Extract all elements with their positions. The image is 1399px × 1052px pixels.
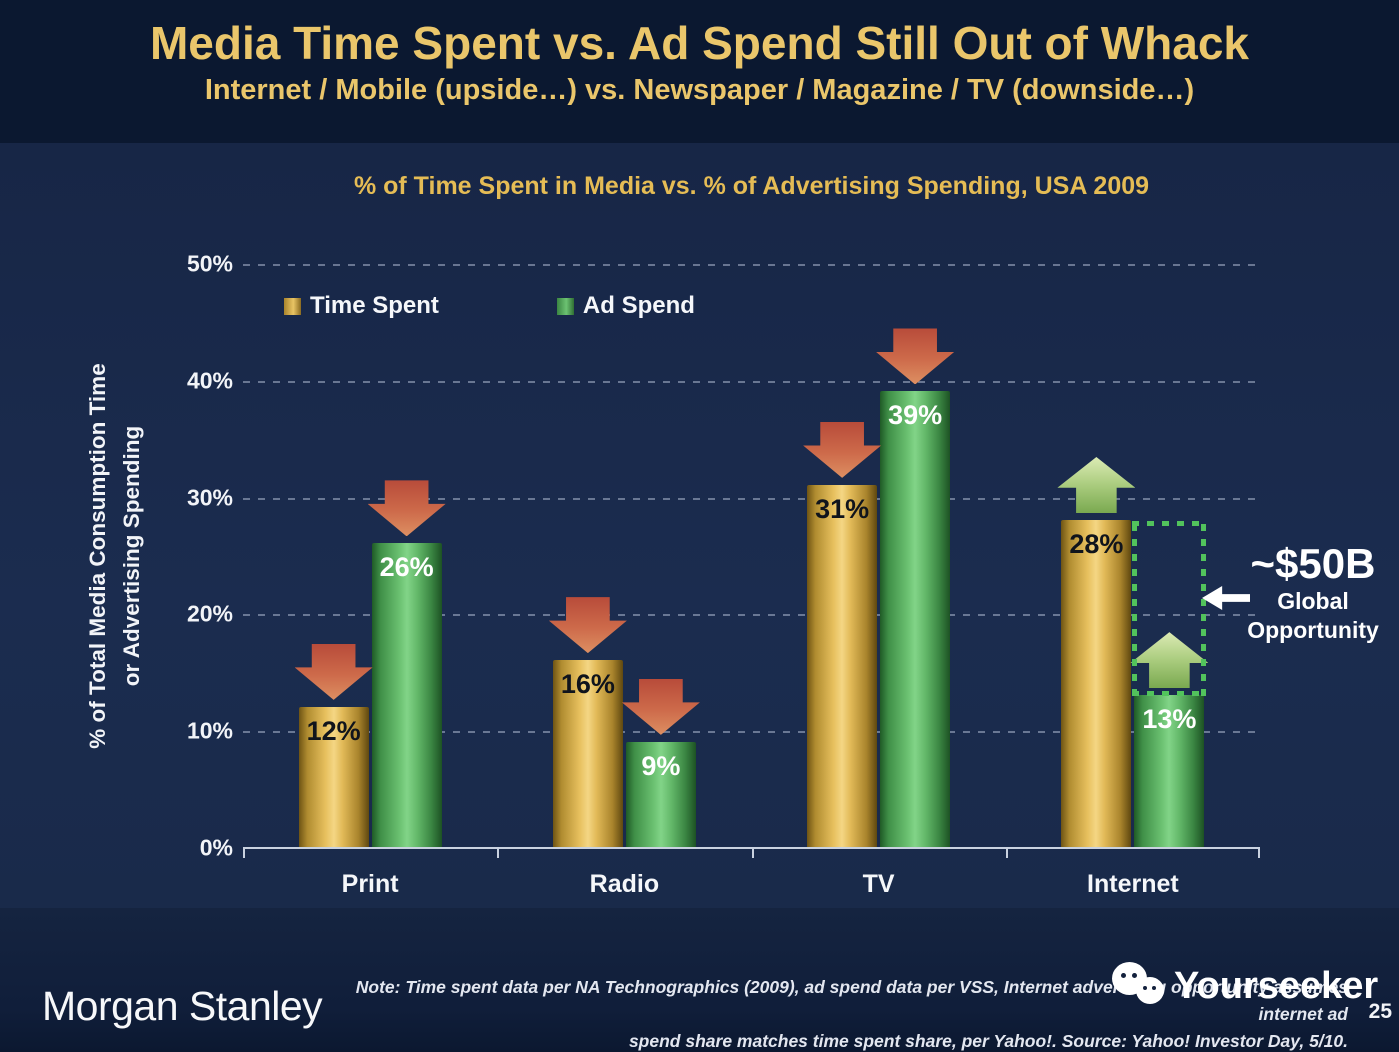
footnote-line2: spend share matches time spent share, pe… xyxy=(628,1031,1348,1051)
opportunity-label-line1: Global xyxy=(1277,588,1349,614)
y-tick-label-30: 30% xyxy=(186,484,233,511)
gridline-20 xyxy=(243,614,1260,617)
plot-area: 0% 10% 20% 30% 40% 50% 12% 26% Print 16% 9% Radio 31… xyxy=(187,251,1260,898)
bar-value-label: 39% xyxy=(888,400,943,431)
watermark-text: Yourseeker xyxy=(1174,964,1379,1007)
y-tick-label-20: 20% xyxy=(186,600,233,627)
x-axis-tick xyxy=(497,849,500,858)
opportunity-value: ~$50B xyxy=(1250,540,1376,587)
y-tick-label-40: 40% xyxy=(186,367,233,394)
footer-band xyxy=(0,908,1399,1052)
x-axis-tick xyxy=(751,849,754,858)
bar-ad-spend-tv: 39% xyxy=(880,391,951,847)
bar-value-label: 16% xyxy=(560,669,615,700)
ad-spend-swatch-icon xyxy=(556,297,574,315)
bar-value-label: 28% xyxy=(1069,528,1124,559)
legend-item-ad-spend: Ad Spend xyxy=(556,292,695,320)
slide-title: Media Time Spent vs. Ad Spend Still Out … xyxy=(149,17,1250,69)
y-tick-label-10: 10% xyxy=(186,717,233,744)
trend-down-arrow-icon xyxy=(367,480,446,537)
y-axis-title-line1: % of Total Media Consumption Time xyxy=(85,363,110,749)
time-spent-swatch-icon xyxy=(284,297,301,315)
bar-ad-spend-radio: 9% xyxy=(625,741,696,847)
x-axis-tick xyxy=(243,849,245,858)
wechat-icon xyxy=(1112,962,1174,1010)
wechat-small-bubble xyxy=(1136,977,1164,1004)
bar-value-label: 12% xyxy=(306,715,361,746)
bar-ad-spend-print: 26% xyxy=(371,543,442,847)
bar-ad-spend-internet: 13% xyxy=(1134,695,1205,847)
y-axis-title: % of Total Media Consumption Time or Adv… xyxy=(81,363,149,748)
wechat-eye xyxy=(1132,973,1137,978)
category-label-tv: TV xyxy=(862,870,895,898)
bar-time-spent-internet: 28% xyxy=(1061,519,1132,847)
footnote: Note: Time spent data per NA Technograph… xyxy=(300,974,1348,1052)
bar-group-tv: 31% 39% TV xyxy=(752,264,1006,898)
x-axis-tick xyxy=(1258,849,1260,858)
x-axis-tick xyxy=(1005,849,1008,858)
bar-value-label: 13% xyxy=(1142,704,1197,735)
y-tick-label-50: 50% xyxy=(186,250,233,277)
gridline-50 xyxy=(243,264,1260,266)
trend-up-arrow-icon xyxy=(1057,456,1136,513)
bar-value-label: 9% xyxy=(641,750,681,781)
bar-value-label: 26% xyxy=(379,552,434,583)
wechat-eye xyxy=(1143,986,1147,990)
bar-group-radio: 16% 9% Radio xyxy=(497,264,751,898)
bar-time-spent-print: 12% xyxy=(298,706,369,847)
opportunity-dashed-box xyxy=(1132,520,1207,697)
title-band xyxy=(0,0,1399,143)
y-tick-label-0: 0% xyxy=(199,834,233,861)
opportunity-annotation: ~$50B Global Opportunity xyxy=(1232,541,1394,645)
bar-value-label: 31% xyxy=(815,493,870,524)
brand-wordmark: Morgan Stanley xyxy=(42,983,323,1029)
bar-time-spent-tv: 31% xyxy=(807,484,878,847)
trend-down-arrow-icon xyxy=(548,597,627,654)
legend: Time Spent Ad Spend xyxy=(284,292,695,320)
trend-down-arrow-icon xyxy=(294,643,373,700)
legend-label-time-spent: Time Spent xyxy=(310,292,439,319)
gridline-40 xyxy=(243,380,1260,383)
wechat-eye xyxy=(1152,986,1156,990)
legend-item-time-spent: Time Spent xyxy=(284,292,439,320)
bar-time-spent-radio: 16% xyxy=(552,660,623,847)
wechat-eye xyxy=(1121,973,1126,978)
trend-down-arrow-icon xyxy=(621,678,700,735)
bar-group-internet: 28% 13% Internet xyxy=(1006,264,1260,898)
chart-title: % of Time Spent in Media vs. % of Advert… xyxy=(353,172,1150,200)
slide-subtitle: Internet / Mobile (upside…) vs. Newspape… xyxy=(204,74,1195,106)
category-label-internet: Internet xyxy=(1087,870,1179,898)
page-number: 25 xyxy=(1368,1000,1392,1023)
y-axis-title-line2: or Advertising Spending xyxy=(119,425,144,687)
watermark: Yourseeker xyxy=(1112,962,1378,1010)
x-axis-line xyxy=(243,847,1260,849)
category-label-print: Print xyxy=(341,870,399,898)
gridline-30 xyxy=(243,497,1260,500)
opportunity-label-line2: Opportunity xyxy=(1247,617,1379,643)
footnote-line1: Note: Time spent data per NA Technograph… xyxy=(355,977,1348,1024)
category-label-radio: Radio xyxy=(589,870,660,898)
gridline-10 xyxy=(243,731,1260,734)
trend-down-arrow-icon xyxy=(803,421,882,478)
legend-label-ad-spend: Ad Spend xyxy=(582,292,695,319)
trend-down-arrow-icon xyxy=(876,328,955,385)
bar-group-print: 12% 26% Print xyxy=(243,264,497,898)
